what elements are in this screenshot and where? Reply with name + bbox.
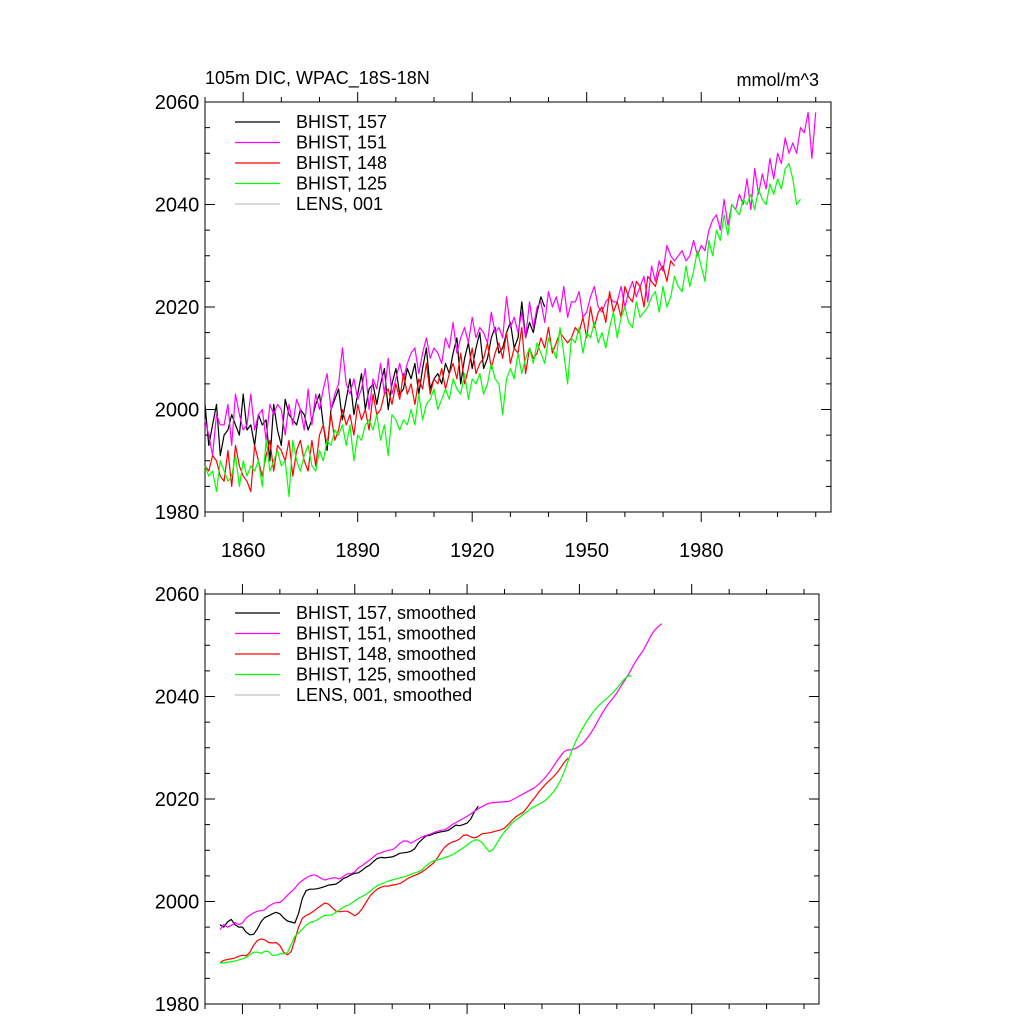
bottom-panel: 1980 2000 2020 2040 2060 BHIST, 157, smoothe… xyxy=(155,584,820,1016)
top-panel-legend-label: BHIST, 151 xyxy=(296,133,387,153)
top-panel-x-tick-labels: 1860 1890 1920 1950 1980 xyxy=(221,540,724,562)
bottom-panel-legend-label: LENS, 001, smoothed xyxy=(296,685,472,705)
top-panel-y-tick-label: 2020 xyxy=(155,297,200,319)
bottom-panel-series xyxy=(219,623,663,964)
top-panel-legend-label: BHIST, 157 xyxy=(296,112,387,132)
top-panel-x-tick-label: 1860 xyxy=(221,540,266,562)
top-panel-series-bhist-151 xyxy=(204,111,817,457)
top-panel-series-bhist-148 xyxy=(204,260,675,493)
bottom-panel-ticks xyxy=(204,584,819,1014)
bottom-panel-legend-label: BHIST, 157, smoothed xyxy=(296,603,476,623)
bottom-panel-y-tick-label: 2060 xyxy=(155,584,200,606)
bottom-panel-series-bhist-151-smoothed xyxy=(219,623,663,931)
top-panel-x-tick-label: 1890 xyxy=(335,540,380,562)
bottom-panel-legend-label: BHIST, 148, smoothed xyxy=(296,644,476,664)
bottom-panel-y-tick-label: 1980 xyxy=(155,994,200,1016)
top-panel-series-bhist-125 xyxy=(204,162,801,498)
top-panel-series-bhist-157 xyxy=(204,296,546,462)
top-panel-y-tick-labels: 1980 2000 2020 2040 2060 xyxy=(155,92,200,524)
bottom-panel-y-tick-labels: 1980 2000 2020 2040 2060 xyxy=(155,584,200,1016)
bottom-panel-legend-label: BHIST, 125, smoothed xyxy=(296,665,476,685)
top-panel-ticks xyxy=(204,92,831,522)
bottom-panel-series-bhist-148-smoothed xyxy=(219,757,569,964)
top-panel-legend-label: BHIST, 148 xyxy=(296,153,387,173)
top-panel-legend-label: LENS, 001 xyxy=(296,194,383,214)
bottom-panel-series-bhist-157-smoothed xyxy=(219,805,479,936)
top-panel-x-tick-label: 1980 xyxy=(679,540,724,562)
top-panel: 105m DIC, WPAC_18S-18N mmol/m^3 1860 1890… xyxy=(155,68,832,562)
bottom-panel-series-bhist-125-smoothed xyxy=(220,675,632,964)
bottom-panel-y-tick-label: 2000 xyxy=(155,892,200,914)
top-panel-units-label: mmol/m^3 xyxy=(737,70,819,90)
top-panel-y-tick-label: 2000 xyxy=(155,400,200,422)
bottom-panel-y-tick-label: 2020 xyxy=(155,789,200,811)
top-panel-y-tick-label: 2060 xyxy=(155,92,200,114)
bottom-panel-y-tick-label: 2040 xyxy=(155,687,200,709)
bottom-panel-legend-label: BHIST, 151, smoothed xyxy=(296,624,476,644)
top-panel-x-tick-label: 1950 xyxy=(564,540,609,562)
top-panel-y-tick-label: 1980 xyxy=(155,502,200,524)
top-panel-legend-label: BHIST, 125 xyxy=(296,174,387,194)
top-panel-series xyxy=(204,111,817,498)
top-panel-x-tick-label: 1920 xyxy=(450,540,495,562)
top-panel-title: 105m DIC, WPAC_18S-18N xyxy=(205,68,430,89)
top-panel-y-tick-label: 2040 xyxy=(155,195,200,217)
